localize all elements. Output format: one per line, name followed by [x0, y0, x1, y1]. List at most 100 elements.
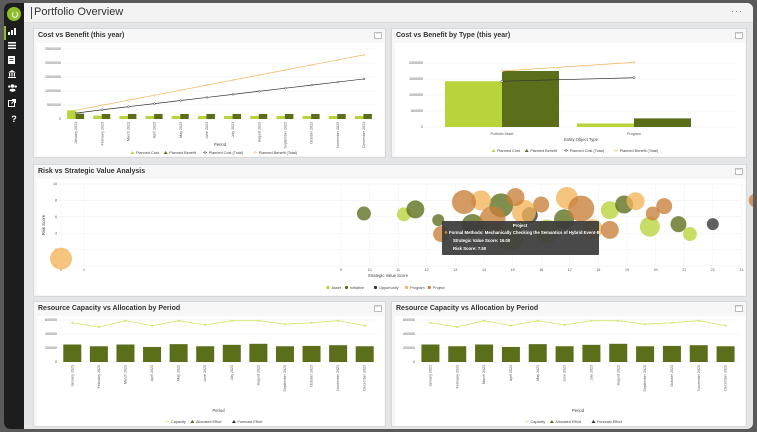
capacity-point [257, 319, 260, 322]
capacity-point [724, 324, 727, 327]
help-icon[interactable]: ? [11, 114, 17, 124]
x-tick-label: June 2023 [563, 365, 567, 382]
legend-marker [254, 151, 257, 154]
project-bubble [656, 198, 673, 215]
planned-benefit-bar [75, 113, 85, 119]
planned-cost-bar [250, 115, 259, 119]
x-tick-label: August 2023 [257, 122, 261, 142]
panel-menu-button[interactable]: ··· [735, 167, 743, 175]
tooltip-name: Formal Methods: Mechanically Checking th… [449, 230, 600, 235]
legend-label: Planned Cost (Total) [209, 151, 244, 155]
cost-total-point [362, 77, 366, 81]
planned-benefit-bar [337, 113, 346, 119]
planned-cost-bar [67, 110, 76, 119]
y-tick-label: 2000000 [409, 61, 423, 65]
legend-marker [166, 420, 169, 423]
y-tick-label: 10 [53, 182, 57, 186]
x-tick-label: January 2023 [428, 365, 432, 387]
x-tick-label: March 2023 [123, 365, 127, 384]
benefit-total-point [74, 109, 78, 112]
capacity-point [590, 319, 593, 322]
x-tick-label: 20 [654, 268, 658, 272]
x-tick-label: November 2023 [336, 365, 340, 391]
y-tick-label: 0 [413, 360, 415, 364]
cost-benefit-panel: Cost vs Benefit (this year) ··· 25000000… [33, 28, 386, 158]
cost-total-point [231, 93, 235, 96]
capacity-point [697, 319, 700, 322]
cost-total-point [500, 79, 504, 83]
panel-menu-button[interactable]: ··· [735, 31, 743, 39]
initiative-bubble [356, 206, 371, 221]
capacity-point [617, 319, 620, 322]
app-logo[interactable] [7, 7, 21, 21]
panel-title: Resource Capacity vs Allocation by Perio… [38, 305, 181, 312]
panel-title: Resource Capacity vs Allocation by Perio… [396, 305, 539, 312]
x-tick-label: October 2023 [310, 122, 314, 144]
legend-label: Allocated Effort [196, 420, 223, 424]
external-link-icon[interactable] [8, 99, 20, 109]
resource-right-panel: Resource Capacity vs Allocation by Perio… [391, 301, 747, 427]
cost-benefit-type-panel: Cost vs Benefit by Type (this year) ··· … [391, 28, 747, 158]
capacity-point [536, 319, 539, 322]
cost-total-point [127, 105, 130, 108]
panel-title: Cost vs Benefit by Type (this year) [396, 32, 511, 39]
y-tick-label: 1000000 [409, 93, 423, 97]
planned-cost-bar [577, 123, 634, 127]
program-bubble [50, 247, 72, 270]
planned-cost-bar [354, 115, 364, 119]
x-tick-label: May 2023 [179, 122, 183, 138]
cost-benefit-type-plot-area: 2000000 1500000 1000000 500000 0 Portfolio As… [395, 43, 745, 156]
planned-benefit-bar [311, 113, 320, 119]
planned-benefit-bar [180, 113, 189, 119]
document-icon[interactable] [8, 56, 20, 66]
y-tick-label: 600000 [403, 318, 415, 322]
legend-marker [163, 151, 168, 154]
legend-marker [524, 149, 529, 152]
capacity-point [230, 319, 233, 322]
page-menu-button[interactable]: ··· [731, 6, 743, 16]
y-axis-title: Risk Score [41, 214, 46, 235]
x-tick-label: April 2023 [150, 365, 154, 381]
capacity-point [363, 324, 366, 327]
y-tick-label: 200000 [403, 346, 415, 350]
page-title: Portfolio Overview [30, 6, 124, 19]
benefit-total-point [362, 53, 366, 57]
capacity-point [150, 324, 154, 327]
panel-menu-button[interactable]: ··· [374, 304, 382, 312]
tooltip-risk: Risk Score: 7.50 [453, 246, 487, 251]
opportunity-bubble [706, 218, 719, 231]
bank-icon[interactable] [8, 70, 20, 80]
y-tick-label: 5000000 [47, 103, 61, 107]
cost-total-line [501, 77, 635, 82]
list-icon[interactable] [8, 42, 20, 52]
x-tick-label: July 2023 [231, 122, 235, 137]
legend-label: Planned Benefit [169, 151, 197, 155]
capacity-point [563, 323, 566, 326]
x-axis-title: Period [572, 408, 585, 413]
x-tick-label: March 2023 [482, 365, 486, 384]
capacity-point [670, 321, 674, 324]
y-tick-label: 0 [421, 125, 423, 129]
x-tick-label: September 2023 [283, 365, 287, 392]
y-tick-label: 4 [55, 231, 57, 235]
panel-menu-button[interactable]: ··· [735, 304, 743, 312]
legend-label: Capacity [171, 420, 186, 424]
legend-marker [491, 149, 496, 152]
x-tick-label: January 2023 [70, 365, 74, 387]
x-tick-label: December 2023 [362, 122, 366, 148]
x-tick-label: September 2023 [283, 122, 287, 149]
asset-bubble [682, 227, 697, 242]
panel-menu-button[interactable]: ··· [374, 31, 382, 39]
users-icon[interactable] [8, 84, 20, 94]
resource-left-plot-area: 600000 400000 200000 0 January 2023 February … [37, 316, 384, 426]
x-tick-label: 16 [539, 268, 543, 272]
legend-label: Program [410, 286, 425, 290]
allocated-effort-bar [89, 346, 108, 362]
project-bubble [645, 206, 660, 221]
capacity-point [310, 321, 313, 324]
chart-bar-icon[interactable] [4, 26, 20, 40]
allocated-effort-bar [448, 346, 467, 362]
resource-right-plot-area: 600000 400000 200000 0 January 2023 February … [395, 316, 745, 426]
legend-marker [525, 420, 529, 423]
project-bubble [568, 195, 595, 222]
